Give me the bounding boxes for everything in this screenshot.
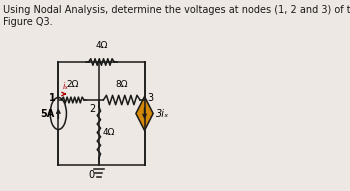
Text: 5A: 5A bbox=[40, 108, 54, 118]
Text: 3iₓ: 3iₓ bbox=[156, 108, 169, 118]
Text: 2Ω: 2Ω bbox=[66, 80, 79, 89]
Text: Figure Q3.: Figure Q3. bbox=[2, 17, 52, 27]
Text: 8Ω: 8Ω bbox=[116, 80, 128, 89]
Text: 1: 1 bbox=[49, 93, 55, 103]
Text: 4Ω: 4Ω bbox=[103, 128, 116, 137]
Text: 0: 0 bbox=[89, 170, 95, 180]
Text: iₓ: iₓ bbox=[62, 82, 69, 91]
Polygon shape bbox=[136, 96, 153, 130]
Text: 2: 2 bbox=[90, 104, 96, 114]
Text: 4Ω: 4Ω bbox=[95, 41, 107, 50]
Text: Using Nodal Analysis, determine the voltages at nodes (1, 2 and 3) of the circui: Using Nodal Analysis, determine the volt… bbox=[2, 5, 350, 15]
Text: 3: 3 bbox=[147, 93, 153, 103]
